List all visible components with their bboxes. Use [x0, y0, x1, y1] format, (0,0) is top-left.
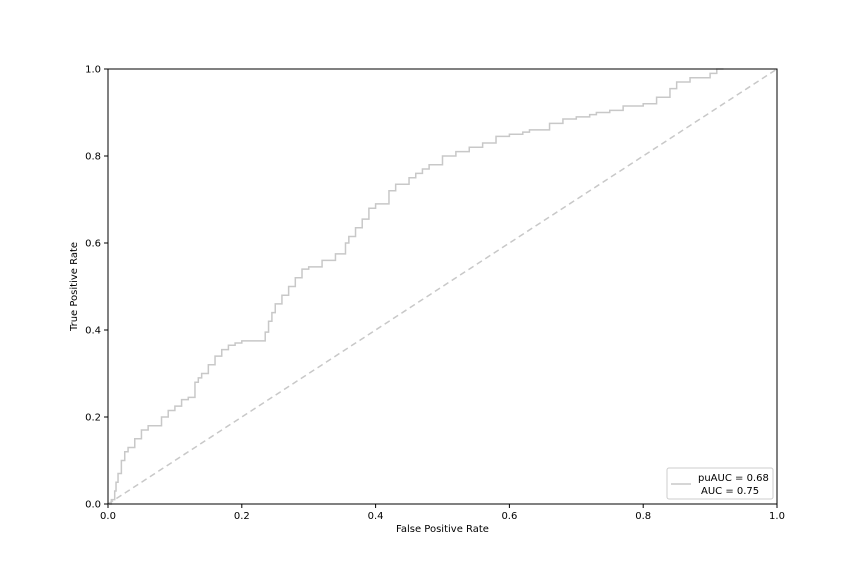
- x-tick-label: 0.2: [234, 511, 250, 522]
- x-axis: 0.0 0.2 0.4 0.6 0.8 1.0: [100, 504, 785, 522]
- legend-label-puauc: puAUC = 0.68: [698, 473, 769, 484]
- legend-label-auc: AUC = 0.75: [701, 486, 759, 497]
- y-tick-label: 0.8: [85, 152, 101, 163]
- y-tick-label: 1.0: [85, 65, 101, 76]
- y-tick-label: 0.2: [85, 413, 101, 424]
- plot-frame: [107, 68, 778, 505]
- x-tick-label: 0.8: [635, 511, 651, 522]
- legend-box: [666, 467, 774, 500]
- plot-background: [108, 69, 777, 504]
- legend: puAUC = 0.68 AUC = 0.75: [666, 467, 774, 500]
- x-tick-label: 0.0: [100, 511, 116, 522]
- y-axis-label: True Positive Rate: [69, 242, 80, 332]
- chance-diagonal-line: [107, 68, 778, 505]
- y-tick-label: 0.6: [85, 239, 101, 250]
- y-axis: 0.0 0.2 0.4 0.6 0.8 1.0: [85, 65, 108, 511]
- x-tick-label: 0.4: [368, 511, 384, 522]
- roc-curve: [108, 68, 724, 505]
- x-axis-label: False Positive Rate: [396, 524, 489, 535]
- x-tick-label: 0.6: [501, 511, 517, 522]
- y-tick-label: 0.4: [85, 326, 101, 337]
- x-tick-label: 1.0: [769, 511, 785, 522]
- y-tick-label: 0.0: [85, 500, 101, 511]
